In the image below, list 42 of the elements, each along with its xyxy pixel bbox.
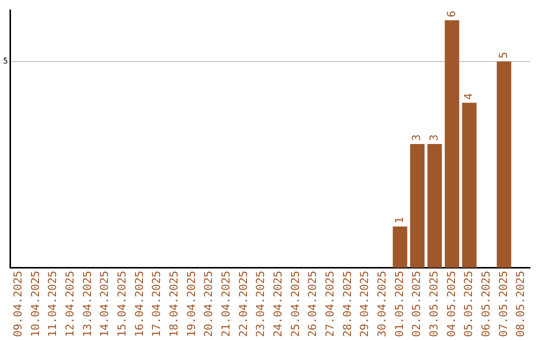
data-label: 1 [392,216,406,224]
x-tick-label: 03.05.2025 [428,270,441,338]
x-tick-label: 30.04.2025 [376,270,389,338]
x-tick-label: 27.04.2025 [324,270,337,338]
bar [410,144,425,268]
data-label: 3 [410,134,424,142]
x-tick-label: 08.05.2025 [514,270,528,338]
x-tick-label: 20.04.2025 [202,270,216,338]
data-label: 6 [444,10,458,18]
data-label: 4 [462,92,476,100]
x-tick-label: 18.04.2025 [168,270,181,338]
bar [462,102,477,268]
bar [392,226,408,268]
x-tick-label: 14.04.2025 [98,270,112,338]
x-tick-label: 23.04.2025 [254,270,268,338]
x-tick-label: 22.04.2025 [236,270,250,338]
x-tick-label: 28.04.2025 [340,270,354,338]
data-label: 3 [428,134,441,142]
bar [496,62,512,268]
x-tick-label: 25.04.2025 [288,270,302,338]
bar [427,144,442,268]
x-tick-label: 13.04.2025 [80,270,94,338]
x-tick-label: 09.04.2025 [12,270,25,338]
x-tick-label: 19.04.2025 [184,270,198,338]
x-tick-label: 24.04.2025 [272,270,285,338]
x-tick-label: 12.04.2025 [64,270,77,338]
x-tick-label: 07.05.2025 [496,270,510,338]
x-tick-label: 29.04.2025 [358,270,372,338]
x-tick-label: 15.04.2025 [116,270,129,338]
x-tick-label: 05.05.2025 [462,270,476,338]
data-label: 5 [496,52,510,59]
x-tick-label: 11.04.2025 [46,270,60,338]
x-tick-label: 06.05.2025 [480,270,493,338]
x-tick-label: 10.04.2025 [28,270,42,338]
x-tick-label: 04.05.2025 [444,270,458,338]
x-tick-label: 21.04.2025 [220,270,233,338]
x-tick-label: 26.04.2025 [306,270,320,338]
x-tick-label: 17.04.2025 [150,270,164,338]
x-tick-label: 02.05.2025 [410,270,424,338]
x-tick-label: 16.04.2025 [132,270,146,338]
x-tick-label: 01.05.2025 [392,270,406,338]
bar [444,20,460,268]
